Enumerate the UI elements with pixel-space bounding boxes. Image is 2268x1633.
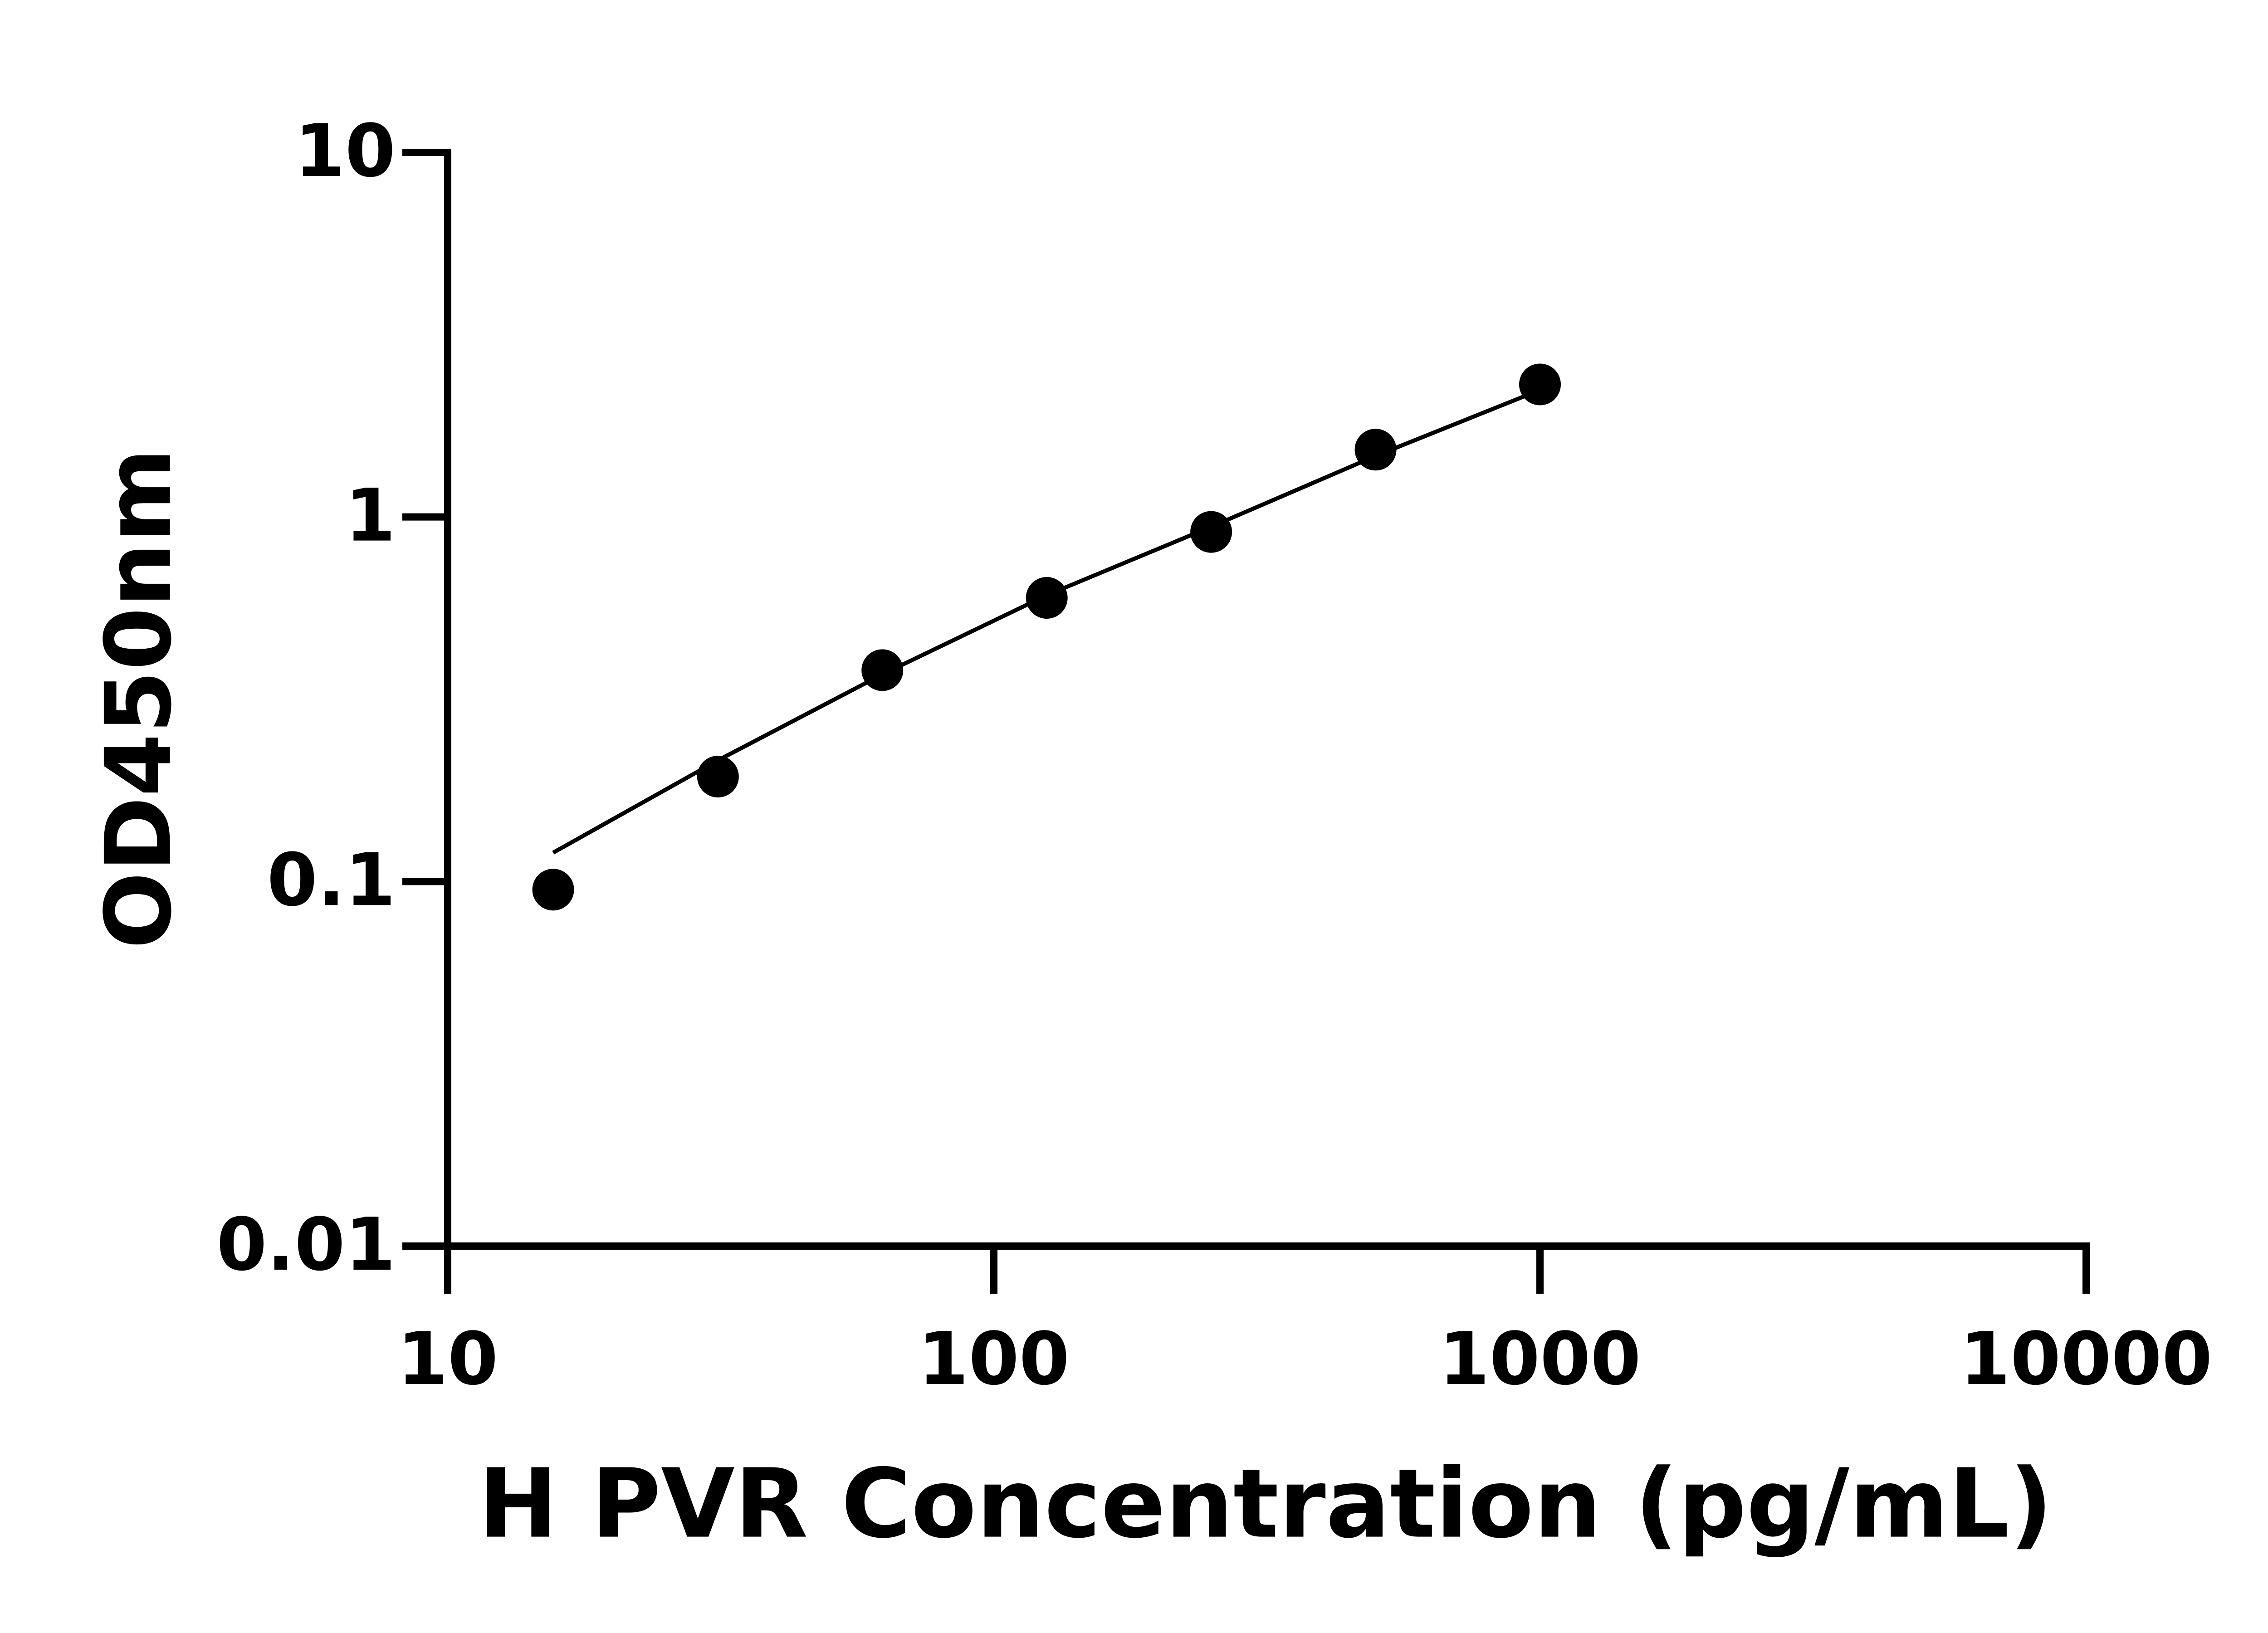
data-point (532, 869, 574, 911)
y-tick-label: 0.01 (216, 1202, 396, 1287)
fit-line (552, 388, 1541, 855)
data-point (861, 649, 904, 691)
data-point (1519, 363, 1561, 406)
x-tick-label: 1000 (1439, 1316, 1641, 1401)
y-axis-title: OD450nm (86, 448, 192, 949)
data-point (1026, 577, 1068, 619)
x-axis-title: H PVR Concentration (pg/mL) (478, 1448, 2053, 1560)
y-tick-label: 1 (345, 473, 396, 558)
x-tick-label: 10000 (1960, 1316, 2213, 1401)
y-tick-label: 0.1 (267, 837, 396, 922)
x-tick-label: 100 (918, 1316, 1070, 1401)
x-tick-label: 10 (397, 1316, 499, 1401)
y-tick-label: 10 (294, 108, 396, 193)
